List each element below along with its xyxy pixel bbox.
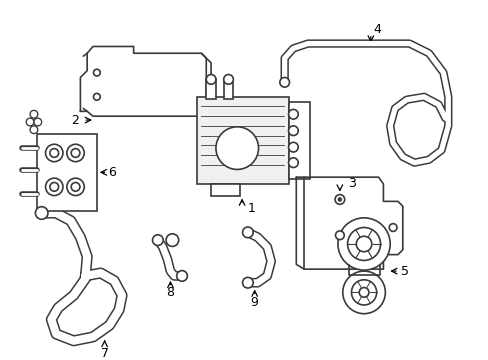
Circle shape [288,142,298,152]
Text: 2: 2 [71,113,80,127]
Circle shape [388,224,396,231]
Text: 9: 9 [250,296,258,309]
Circle shape [34,118,41,126]
Circle shape [359,288,368,297]
Circle shape [45,144,63,162]
Circle shape [93,94,100,100]
Circle shape [356,236,371,252]
Circle shape [152,235,163,246]
Text: 4: 4 [373,23,381,36]
Circle shape [242,227,253,238]
Circle shape [337,198,341,201]
Circle shape [166,234,178,246]
Circle shape [50,149,59,157]
Circle shape [67,144,84,162]
Circle shape [93,69,100,76]
FancyBboxPatch shape [37,134,97,211]
Circle shape [30,111,38,118]
Circle shape [71,149,80,157]
Circle shape [71,183,80,191]
Text: 6: 6 [108,166,116,179]
Circle shape [334,195,344,204]
Circle shape [216,127,258,170]
Circle shape [279,77,289,87]
Circle shape [288,158,298,167]
Text: 1: 1 [247,202,255,215]
Circle shape [206,75,216,84]
FancyBboxPatch shape [223,80,233,99]
Circle shape [351,280,376,305]
Circle shape [288,109,298,119]
Text: 7: 7 [101,347,108,360]
Circle shape [30,126,38,134]
Circle shape [26,118,34,126]
FancyBboxPatch shape [211,184,240,195]
Circle shape [67,178,84,195]
Circle shape [242,277,253,288]
Circle shape [35,207,48,219]
Circle shape [342,271,385,314]
Circle shape [337,218,389,270]
Circle shape [347,228,380,260]
FancyBboxPatch shape [196,97,288,184]
FancyBboxPatch shape [206,80,216,99]
Circle shape [223,75,233,84]
Circle shape [288,126,298,136]
Circle shape [335,231,344,240]
Text: 8: 8 [166,286,174,299]
Circle shape [50,183,59,191]
Text: 3: 3 [348,177,356,190]
Circle shape [176,271,187,281]
Circle shape [45,178,63,195]
Text: 5: 5 [400,265,408,278]
FancyBboxPatch shape [288,102,309,179]
